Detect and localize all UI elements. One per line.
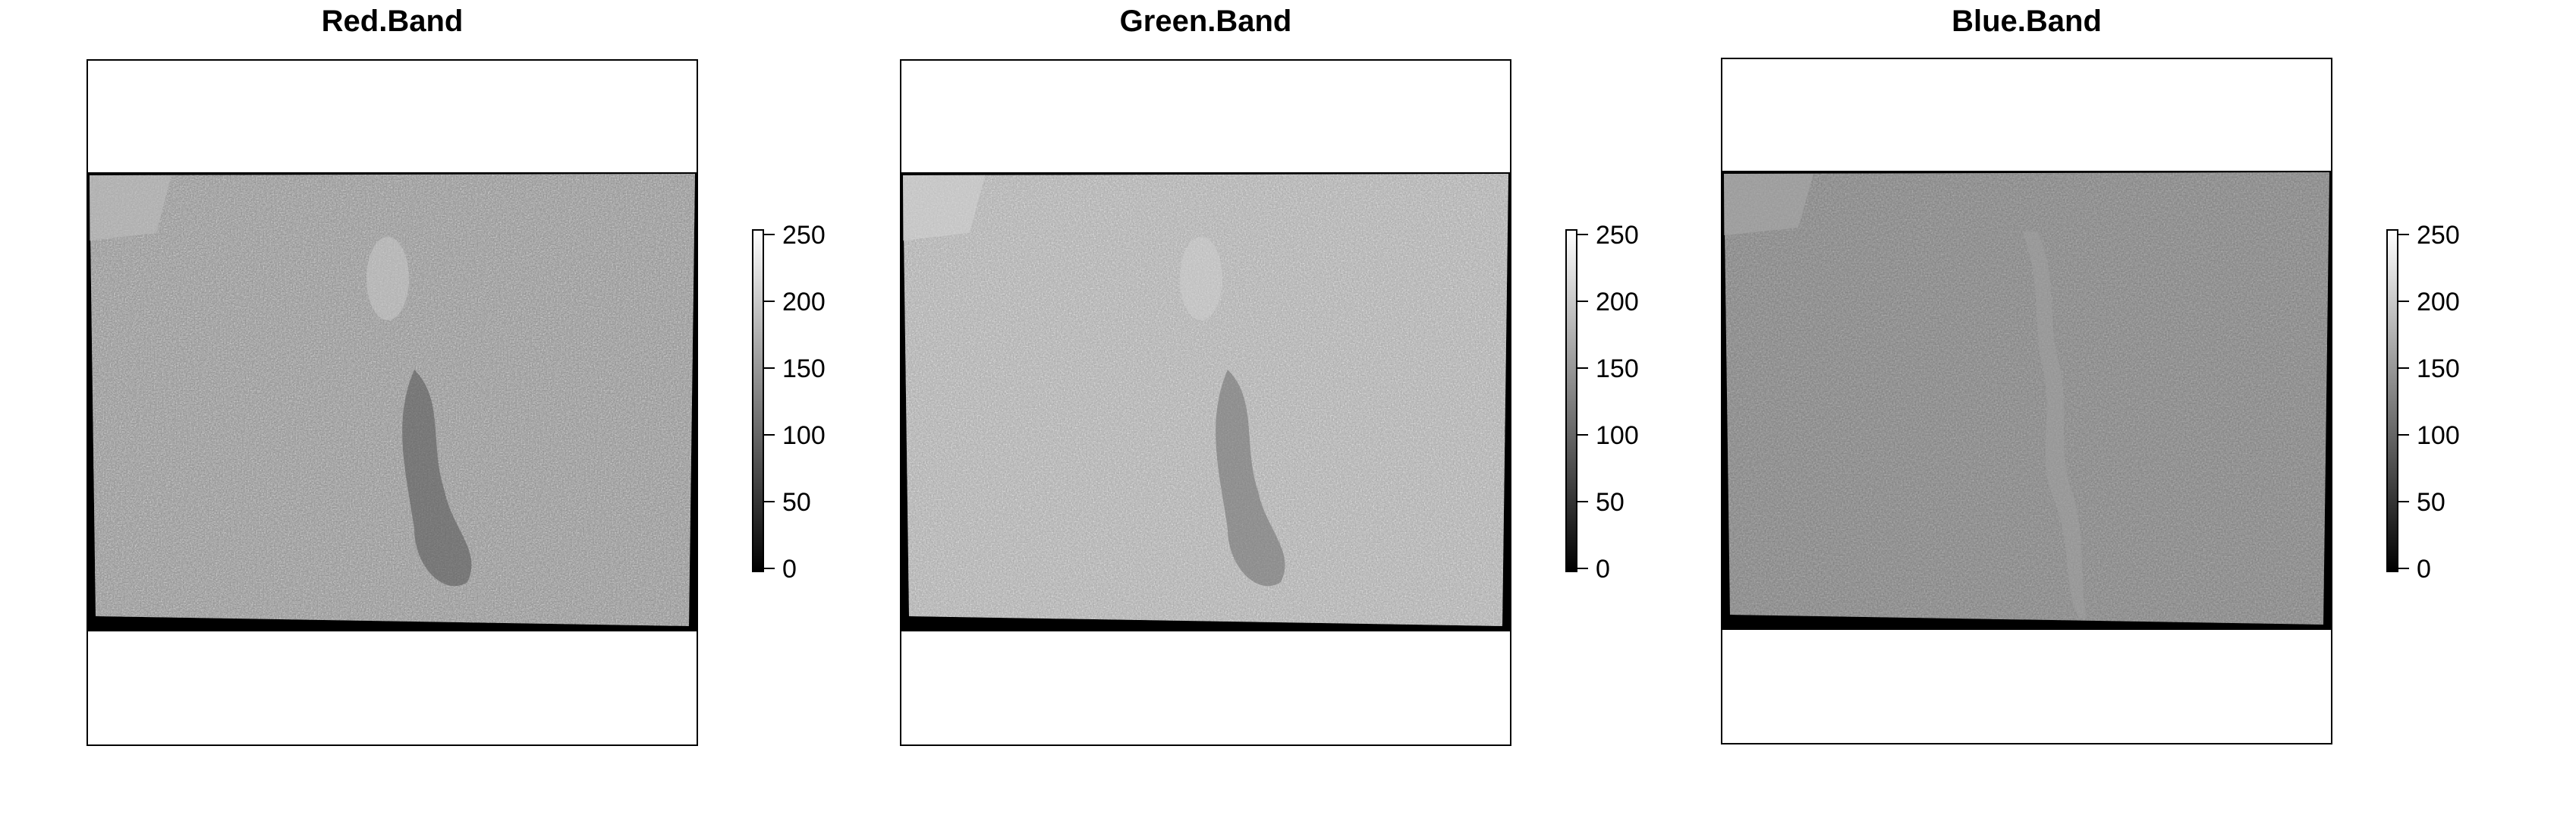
plot-frame-red <box>86 59 698 746</box>
legend-tick-label: 100 <box>782 421 826 450</box>
plot-frame-blue <box>1721 58 2332 744</box>
legend-tick-label: 100 <box>1596 421 1639 450</box>
legend-tick-label: 100 <box>2417 421 2460 450</box>
legend-tick-label: 150 <box>2417 354 2460 383</box>
legend-tick-label: 50 <box>1596 488 1625 517</box>
legend-tick-label: 200 <box>782 288 826 316</box>
blue-band-image <box>1722 171 2331 630</box>
red-band-image <box>88 172 697 631</box>
legend-tick-label: 0 <box>782 555 797 584</box>
legend-tick-label: 250 <box>782 221 826 250</box>
panel-title-red: Red.Band <box>321 5 464 38</box>
legend-tick-label: 50 <box>782 488 811 517</box>
panel-title-blue: Blue.Band <box>1952 5 2102 38</box>
legend-color-bar <box>2386 229 2398 572</box>
legend-tick-label: 200 <box>2417 288 2460 316</box>
legend-tick-label: 0 <box>1596 555 1610 584</box>
plot-frame-green <box>900 59 1511 746</box>
legend-tick-label: 0 <box>2417 555 2431 584</box>
panel-title-green: Green.Band <box>1119 5 1292 38</box>
legend-tick-label: 150 <box>782 354 826 383</box>
green-band-image <box>901 172 1510 631</box>
legend-tick-label: 200 <box>1596 288 1639 316</box>
legend-tick-label: 50 <box>2417 488 2445 517</box>
legend-color-bar <box>752 229 764 572</box>
legend-color-bar <box>1565 229 1577 572</box>
legend-tick-label: 150 <box>1596 354 1639 383</box>
legend-red: 0 50 100 150 200 250 <box>752 222 904 582</box>
legend-tick-label: 250 <box>2417 221 2460 250</box>
legend-tick-label: 250 <box>1596 221 1639 250</box>
legend-blue: 0 50 100 150 200 250 <box>2386 222 2538 582</box>
legend-green: 0 50 100 150 200 250 <box>1565 222 1717 582</box>
